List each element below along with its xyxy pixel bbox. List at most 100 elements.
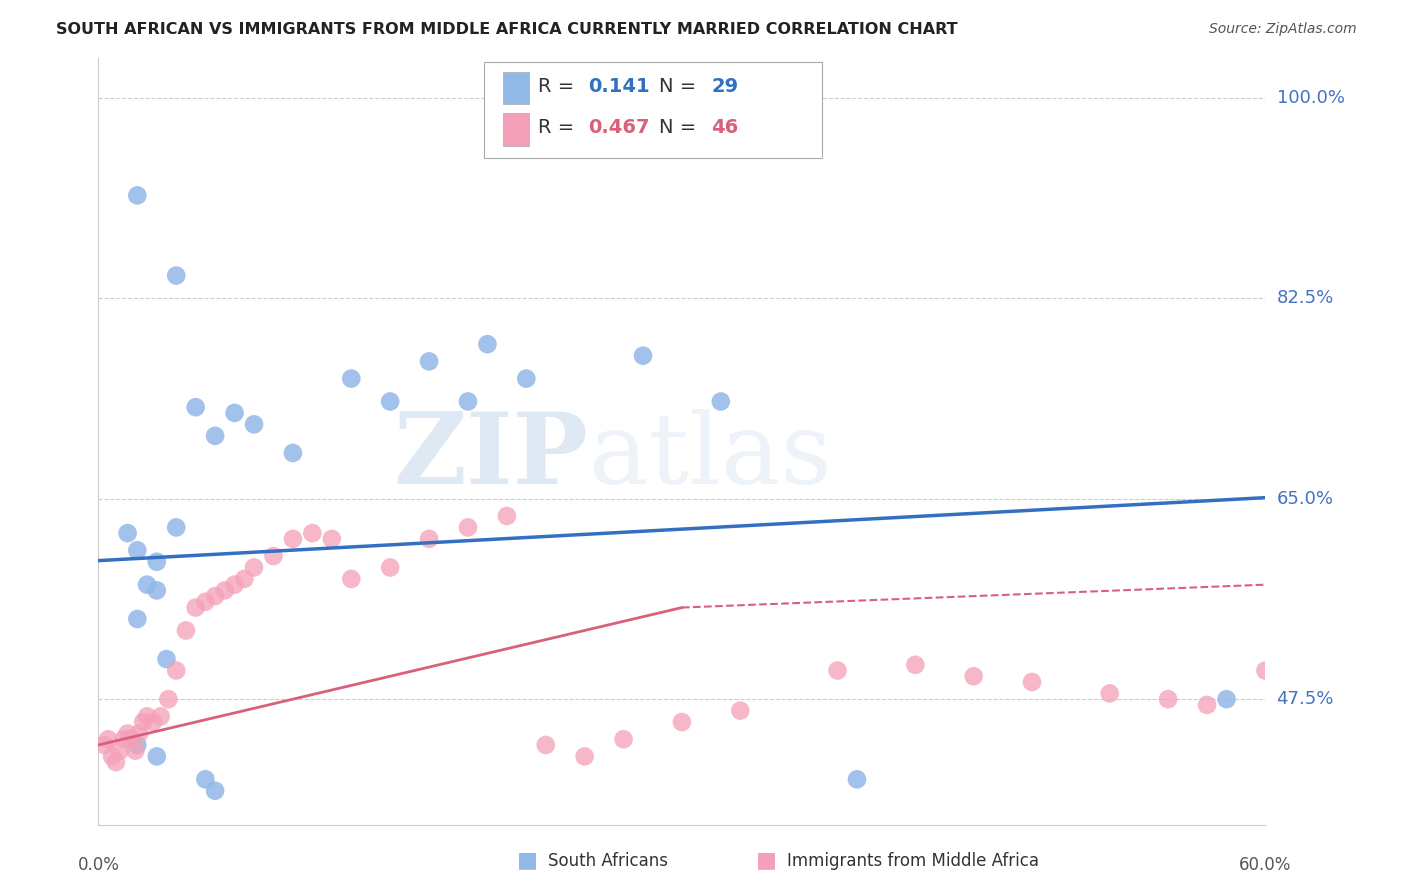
Text: SOUTH AFRICAN VS IMMIGRANTS FROM MIDDLE AFRICA CURRENTLY MARRIED CORRELATION CHA: SOUTH AFRICAN VS IMMIGRANTS FROM MIDDLE … — [56, 22, 957, 37]
Point — [112, 732, 135, 747]
Point — [321, 532, 343, 546]
Point — [93, 738, 115, 752]
Point — [515, 371, 537, 385]
Text: 46: 46 — [711, 119, 738, 137]
Point — [340, 572, 363, 586]
Point — [117, 726, 139, 740]
Point — [457, 520, 479, 534]
Text: 82.5%: 82.5% — [1277, 289, 1334, 308]
Point — [233, 572, 256, 586]
Point — [155, 652, 177, 666]
Point — [962, 669, 984, 683]
Point — [418, 532, 440, 546]
Point — [671, 714, 693, 729]
Point — [127, 188, 149, 202]
Point — [142, 714, 165, 729]
Point — [146, 555, 169, 569]
Point — [631, 349, 654, 363]
Point — [146, 583, 169, 598]
Point — [101, 749, 124, 764]
Text: 60.0%: 60.0% — [1239, 855, 1292, 873]
Text: atlas: atlas — [589, 409, 831, 505]
Point — [301, 526, 323, 541]
Point — [146, 749, 169, 764]
Point — [281, 446, 304, 460]
Point — [121, 732, 143, 747]
Point — [184, 600, 207, 615]
Point — [418, 354, 440, 368]
Point — [243, 417, 266, 432]
Point — [204, 589, 226, 603]
Point — [157, 692, 180, 706]
Text: 0.141: 0.141 — [589, 77, 650, 96]
Point — [165, 268, 187, 283]
Point — [214, 583, 236, 598]
Point — [380, 394, 402, 409]
Point — [194, 772, 217, 787]
Point — [184, 400, 207, 414]
Point — [904, 657, 927, 672]
Point — [174, 624, 197, 638]
Point — [730, 704, 752, 718]
Point — [827, 664, 849, 678]
Bar — [503, 72, 529, 104]
Point — [127, 612, 149, 626]
Point — [1215, 692, 1237, 706]
Point — [204, 783, 226, 797]
FancyBboxPatch shape — [484, 62, 823, 158]
Point — [496, 508, 519, 523]
Text: R =: R = — [538, 77, 581, 96]
Text: 0.467: 0.467 — [589, 119, 650, 137]
Point — [224, 406, 246, 420]
Point — [380, 560, 402, 574]
Point — [224, 577, 246, 591]
Point — [124, 744, 146, 758]
Point — [1098, 686, 1121, 700]
Point — [1254, 664, 1277, 678]
Text: 65.0%: 65.0% — [1277, 490, 1333, 508]
Point — [710, 394, 733, 409]
Point — [165, 520, 187, 534]
Text: 0.0%: 0.0% — [77, 855, 120, 873]
Point — [262, 549, 284, 563]
Point — [534, 738, 557, 752]
Point — [613, 732, 636, 747]
Point — [97, 732, 120, 747]
Point — [457, 394, 479, 409]
Bar — [503, 113, 529, 145]
Text: ■: ■ — [756, 850, 776, 870]
Point — [136, 709, 159, 723]
Point — [108, 744, 131, 758]
Text: N =: N = — [658, 119, 702, 137]
Text: South Africans: South Africans — [548, 852, 668, 870]
Point — [1021, 675, 1043, 690]
Point — [104, 755, 127, 769]
Point — [132, 714, 155, 729]
Point — [117, 526, 139, 541]
Point — [243, 560, 266, 574]
Text: N =: N = — [658, 77, 702, 96]
Text: ■: ■ — [517, 850, 537, 870]
Point — [1157, 692, 1180, 706]
Text: Source: ZipAtlas.com: Source: ZipAtlas.com — [1209, 22, 1357, 37]
Point — [340, 371, 363, 385]
Point — [846, 772, 869, 787]
Point — [149, 709, 172, 723]
Point — [1195, 698, 1218, 712]
Point — [281, 532, 304, 546]
Text: ZIP: ZIP — [394, 409, 589, 506]
Point — [574, 749, 596, 764]
Point — [128, 726, 150, 740]
Point — [165, 664, 187, 678]
Point — [194, 595, 217, 609]
Text: 100.0%: 100.0% — [1277, 89, 1344, 107]
Point — [477, 337, 499, 351]
Text: 47.5%: 47.5% — [1277, 690, 1334, 708]
Point — [127, 738, 149, 752]
Text: 29: 29 — [711, 77, 738, 96]
Point — [127, 543, 149, 558]
Point — [204, 429, 226, 443]
Point — [136, 577, 159, 591]
Text: R =: R = — [538, 119, 581, 137]
Text: Immigrants from Middle Africa: Immigrants from Middle Africa — [787, 852, 1039, 870]
